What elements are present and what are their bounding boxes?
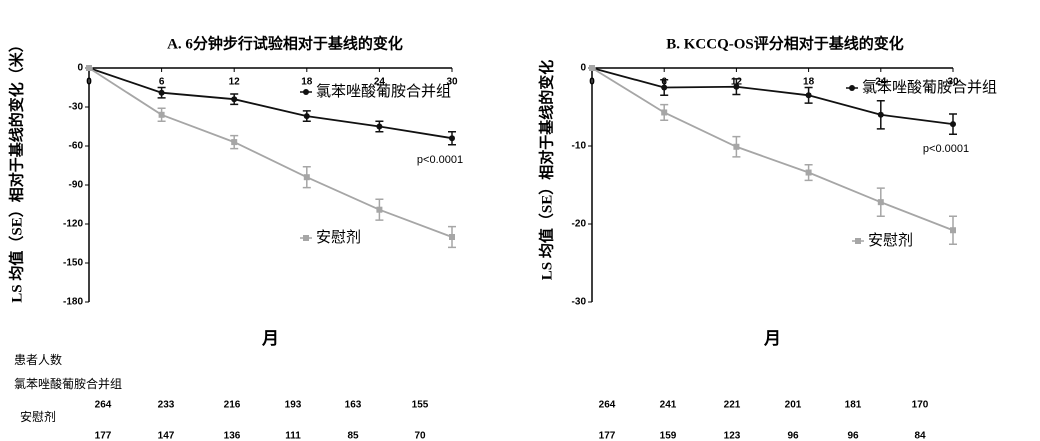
x-tick-label: 18: [301, 77, 313, 88]
x-axis-label: 月: [763, 329, 781, 348]
at-risk-count: 159: [660, 431, 677, 441]
x-tick-label: 30: [446, 77, 458, 88]
at-risk-count: 264: [599, 400, 616, 411]
point: [589, 65, 595, 71]
point: [303, 113, 310, 120]
at-risk-count: 70: [414, 431, 426, 441]
point: [449, 135, 455, 142]
series-line: [88, 67, 453, 140]
y-tick-label: -20: [572, 219, 587, 230]
point: [661, 109, 668, 116]
point: [231, 139, 238, 146]
at-risk-count: 96: [787, 431, 799, 441]
y-tick-label: -30: [572, 297, 587, 308]
y-tick-label: 0: [580, 63, 586, 74]
y-tick-label: 0: [77, 63, 83, 74]
at-risk-count: 96: [847, 431, 859, 441]
at-risk-group: 安慰剂: [20, 409, 56, 424]
point: [805, 92, 812, 99]
point: [661, 84, 668, 91]
point: [86, 65, 92, 71]
x-tick-label: 18: [803, 77, 815, 88]
series-line: [88, 67, 453, 238]
at-risk-count: 264: [95, 400, 112, 411]
series-line: [591, 67, 954, 126]
at-risk-count: 193: [285, 400, 302, 411]
at-risk-count: 201: [785, 400, 802, 411]
chart-title: B. KCCQ-OS评分相对于基线的变化: [666, 34, 904, 52]
point: [449, 234, 455, 240]
point: [805, 169, 812, 176]
x-tick-label: 30: [947, 77, 959, 88]
x-tick-label: 24: [374, 77, 386, 88]
y-tick-label: -90: [69, 180, 84, 191]
y-tick-label: -10: [572, 141, 587, 152]
legend-marker: [849, 85, 855, 91]
chart-title: A. 6分钟步行试验相对于基线的变化: [167, 34, 403, 52]
legend-label: 氯苯唑酸葡胺合并组: [316, 83, 451, 100]
x-tick-label: 24: [875, 77, 887, 88]
legend-marker: [303, 235, 309, 241]
at-risk-count: 181: [845, 400, 862, 411]
point: [376, 123, 383, 130]
point: [877, 111, 884, 118]
x-tick-label: 0: [86, 77, 92, 88]
at-risk-count: 136: [224, 431, 241, 441]
at-risk-count: 84: [914, 431, 926, 441]
point: [950, 227, 956, 234]
at-risk-count: 85: [347, 431, 359, 441]
y-tick-label: -120: [63, 219, 83, 230]
at-risk-count: 221: [724, 400, 741, 411]
point: [158, 111, 165, 118]
at-risk-count: 123: [724, 431, 741, 441]
at-risk-count: 147: [158, 431, 175, 441]
at-risk-group: 氯苯唑酸葡胺合并组: [14, 376, 122, 391]
x-tick-label: 6: [159, 77, 165, 88]
at-risk-title: 患者人数: [14, 352, 62, 367]
at-risk-count: 111: [285, 431, 301, 441]
legend-marker: [303, 89, 309, 95]
at-risk-count: 241: [660, 400, 677, 411]
point: [733, 143, 740, 150]
point: [877, 199, 884, 206]
legend-label: 氯苯唑酸葡胺合并组: [862, 79, 997, 96]
at-risk-count: 177: [95, 431, 112, 441]
x-tick-label: 0: [589, 77, 595, 88]
x-axis-label: 月: [261, 329, 279, 348]
at-risk-count: 233: [158, 400, 175, 411]
point: [158, 89, 165, 96]
legend-label: 安慰剂: [316, 228, 361, 246]
y-axis-label: LS 均值（SE）相对于基线的变化: [537, 60, 555, 280]
y-tick-label: -180: [63, 297, 83, 308]
y-tick-label: -60: [69, 141, 84, 152]
at-risk-count: 177: [599, 431, 616, 441]
point: [376, 206, 383, 213]
legend-marker: [855, 238, 861, 244]
point: [950, 121, 956, 128]
at-risk-count: 163: [345, 400, 362, 411]
point: [733, 83, 740, 90]
point: [231, 96, 238, 103]
series-line: [591, 67, 954, 232]
annotation: p<0.0001: [923, 143, 969, 155]
at-risk-count: 216: [224, 400, 241, 411]
y-tick-label: -150: [63, 258, 83, 269]
point: [303, 174, 310, 181]
annotation: p<0.0001: [417, 154, 463, 166]
legend-label: 安慰剂: [868, 231, 913, 249]
x-tick-label: 12: [229, 77, 241, 88]
at-risk-count: 155: [412, 400, 429, 411]
at-risk-count: 170: [912, 400, 929, 411]
y-axis-label: LS 均值（SE）相对于基线的变化（米）: [7, 37, 25, 302]
y-tick-label: -30: [69, 102, 84, 113]
